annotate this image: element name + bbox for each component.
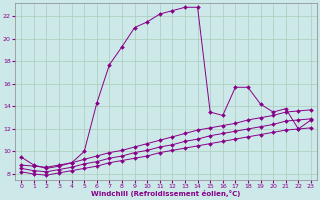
X-axis label: Windchill (Refroidissement éolien,°C): Windchill (Refroidissement éolien,°C) [92, 190, 241, 197]
